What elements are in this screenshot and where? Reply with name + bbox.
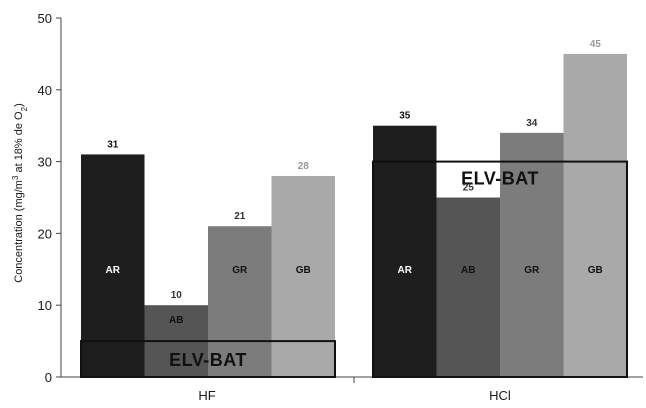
bar-gb-hf <box>271 175 335 377</box>
data-label: 21 <box>234 211 246 222</box>
bar-name-label: AR <box>398 265 413 276</box>
reference-boxes: ELV-BAT ELV-BAT <box>80 160 628 379</box>
y-axis-label-part: ) <box>13 103 25 107</box>
bar-name-label: AR <box>106 265 121 276</box>
data-label: 10 <box>171 290 183 301</box>
y-tick-label: 0 <box>45 370 52 385</box>
y-axis-label-part: Concentration (mg/m <box>13 180 25 283</box>
y-axis-label-part: at 18% de O <box>13 111 25 176</box>
x-category-label: HF <box>198 388 215 403</box>
bar-gr-hf <box>208 226 272 377</box>
y-tick-label: 10 <box>38 298 52 313</box>
data-label: 25 <box>463 183 475 194</box>
reference-label: ELV-BAT <box>461 169 539 189</box>
bar-name-label: GR <box>232 265 248 276</box>
data-label: 28 <box>298 161 310 172</box>
bar-name-label: GR <box>524 265 540 276</box>
data-label: 35 <box>399 111 411 122</box>
data-label: 45 <box>590 39 602 50</box>
bar-name-label: AB <box>169 315 183 326</box>
bar-ab-hcl <box>436 197 500 377</box>
y-tick-label: 40 <box>38 83 52 98</box>
bar-name-label: GB <box>296 265 311 276</box>
bar-labels: 31 AR 10 AB 21 GR 28 GB 35 AR 25 AB 34 GR 45 GB <box>106 39 603 326</box>
y-tick-label: 50 <box>38 11 52 26</box>
data-label: 31 <box>107 139 119 150</box>
y-axis-label: Concentration (mg/m3 at 18% de O2) <box>11 103 29 283</box>
y-tick-label: 30 <box>38 155 52 170</box>
y-axis-label-part: 2 <box>20 106 29 111</box>
x-category-label: HCl <box>489 388 511 403</box>
category-labels: HF HCl <box>198 388 511 403</box>
bar-name-label: GB <box>588 265 603 276</box>
reference-label: ELV-BAT <box>169 350 247 370</box>
bar-name-label: AB <box>461 265 475 276</box>
bars <box>81 53 627 378</box>
data-label: 34 <box>526 118 538 129</box>
y-tick-label: 20 <box>38 226 52 241</box>
y-ticks: 0 10 20 30 40 50 <box>38 11 355 385</box>
bar-gr-hcl <box>500 132 564 377</box>
y-axis-label-part: 3 <box>11 175 20 180</box>
reference-box-hcl <box>372 160 628 378</box>
bar-gb-hcl <box>563 53 627 378</box>
bar-ar-hf <box>81 154 145 377</box>
bar-ar-hcl <box>373 125 437 377</box>
reference-box-hf <box>80 340 336 379</box>
